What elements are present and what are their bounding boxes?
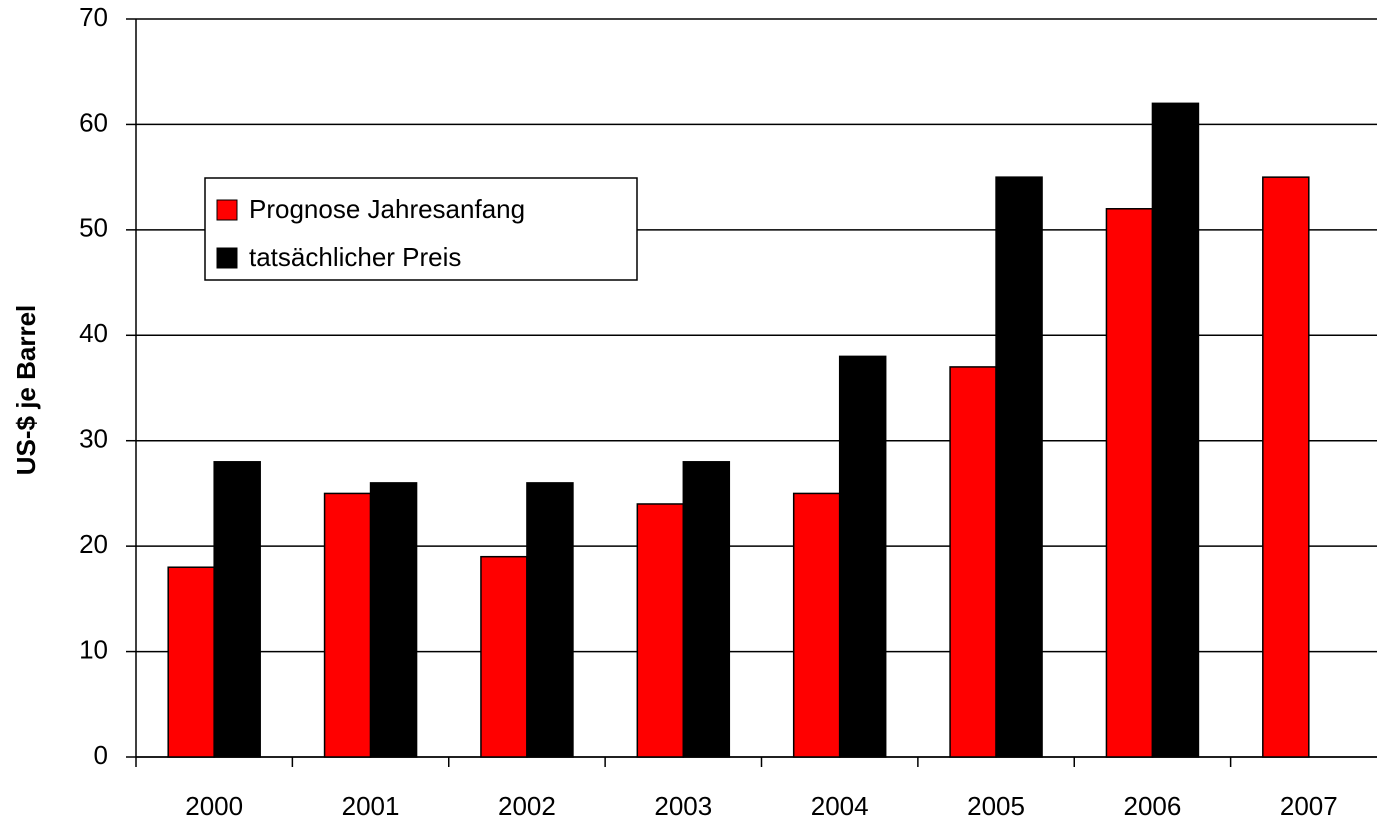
bar <box>526 482 574 758</box>
x-tick-label: 2004 <box>811 791 869 821</box>
bar <box>167 566 215 758</box>
y-tick-label: 20 <box>79 529 108 559</box>
y-tick-label: 70 <box>79 2 108 32</box>
legend-swatch <box>216 199 238 221</box>
bar <box>949 366 997 758</box>
x-tick-label: 2003 <box>654 791 712 821</box>
bar <box>995 176 1043 758</box>
y-tick-label: 30 <box>79 424 108 454</box>
bar <box>636 503 685 758</box>
bar <box>682 461 731 758</box>
bar <box>480 555 528 758</box>
bar <box>213 461 261 758</box>
y-tick-label: 10 <box>79 634 108 664</box>
y-tick-label: 60 <box>79 107 108 137</box>
y-tick-label: 0 <box>94 740 108 770</box>
y-tick-label: 40 <box>79 318 108 348</box>
bar <box>1105 208 1154 758</box>
x-tick-label: 2000 <box>185 791 243 821</box>
x-tick-label: 2002 <box>498 791 556 821</box>
bar <box>1262 176 1310 758</box>
legend-label: tatsächlicher Preis <box>249 242 461 272</box>
x-tick-label: 2005 <box>967 791 1025 821</box>
x-tick-label: 2007 <box>1280 791 1338 821</box>
bar <box>838 355 887 758</box>
bar <box>323 492 372 758</box>
legend-label: Prognose Jahresanfang <box>249 194 525 224</box>
bar <box>1151 102 1200 758</box>
legend-box <box>204 177 638 281</box>
x-tick-label: 2006 <box>1124 791 1182 821</box>
bar <box>369 482 418 758</box>
x-tick-label: 2001 <box>342 791 400 821</box>
legend-swatch <box>216 247 238 269</box>
bar <box>792 492 841 758</box>
y-tick-label: 50 <box>79 213 108 243</box>
y-axis-label: US-$ je Barrel <box>11 305 41 476</box>
